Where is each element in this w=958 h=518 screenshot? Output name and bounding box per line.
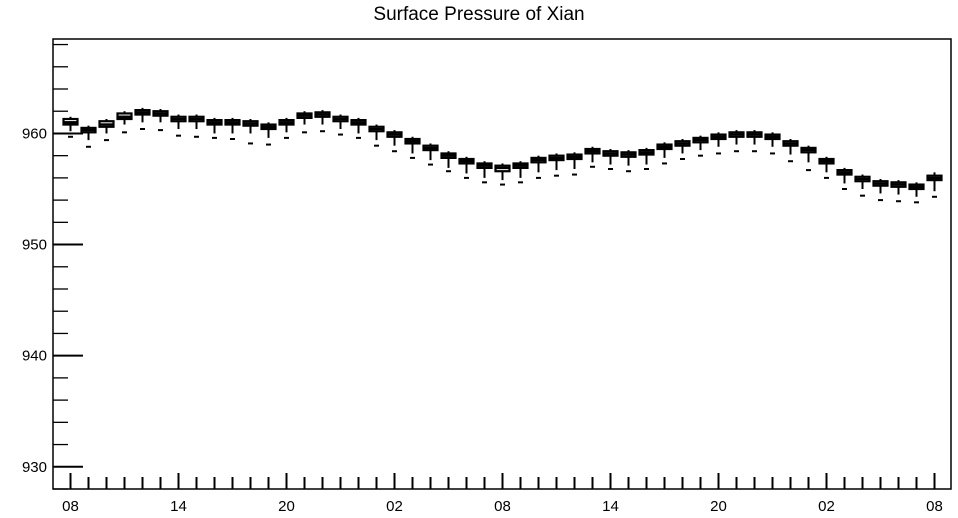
x-tick-label: 08: [926, 498, 943, 515]
chart-title: Surface Pressure of Xian: [373, 4, 585, 25]
x-tick-label: 02: [818, 498, 835, 515]
x-tick-label: 02: [386, 498, 403, 515]
plot-frame: [52, 38, 952, 490]
axes: [52, 38, 952, 490]
x-tick-label: 08: [62, 498, 79, 515]
box-series: [62, 107, 943, 204]
x-tick-label: 08: [494, 498, 511, 515]
x-tick-label: 20: [278, 498, 295, 515]
y-tick-label: 950: [22, 237, 47, 254]
x-tick-label: 14: [602, 498, 619, 515]
y-tick-label: 930: [22, 459, 47, 476]
x-tick-label: 20: [710, 498, 727, 515]
x-tick-label: 14: [170, 498, 187, 515]
y-tick-label: 960: [22, 125, 47, 142]
y-tick-label: 940: [22, 348, 47, 365]
ticks: 930 940 950 960 08 14 20 02 08 14 20 02 08: [22, 43, 943, 515]
